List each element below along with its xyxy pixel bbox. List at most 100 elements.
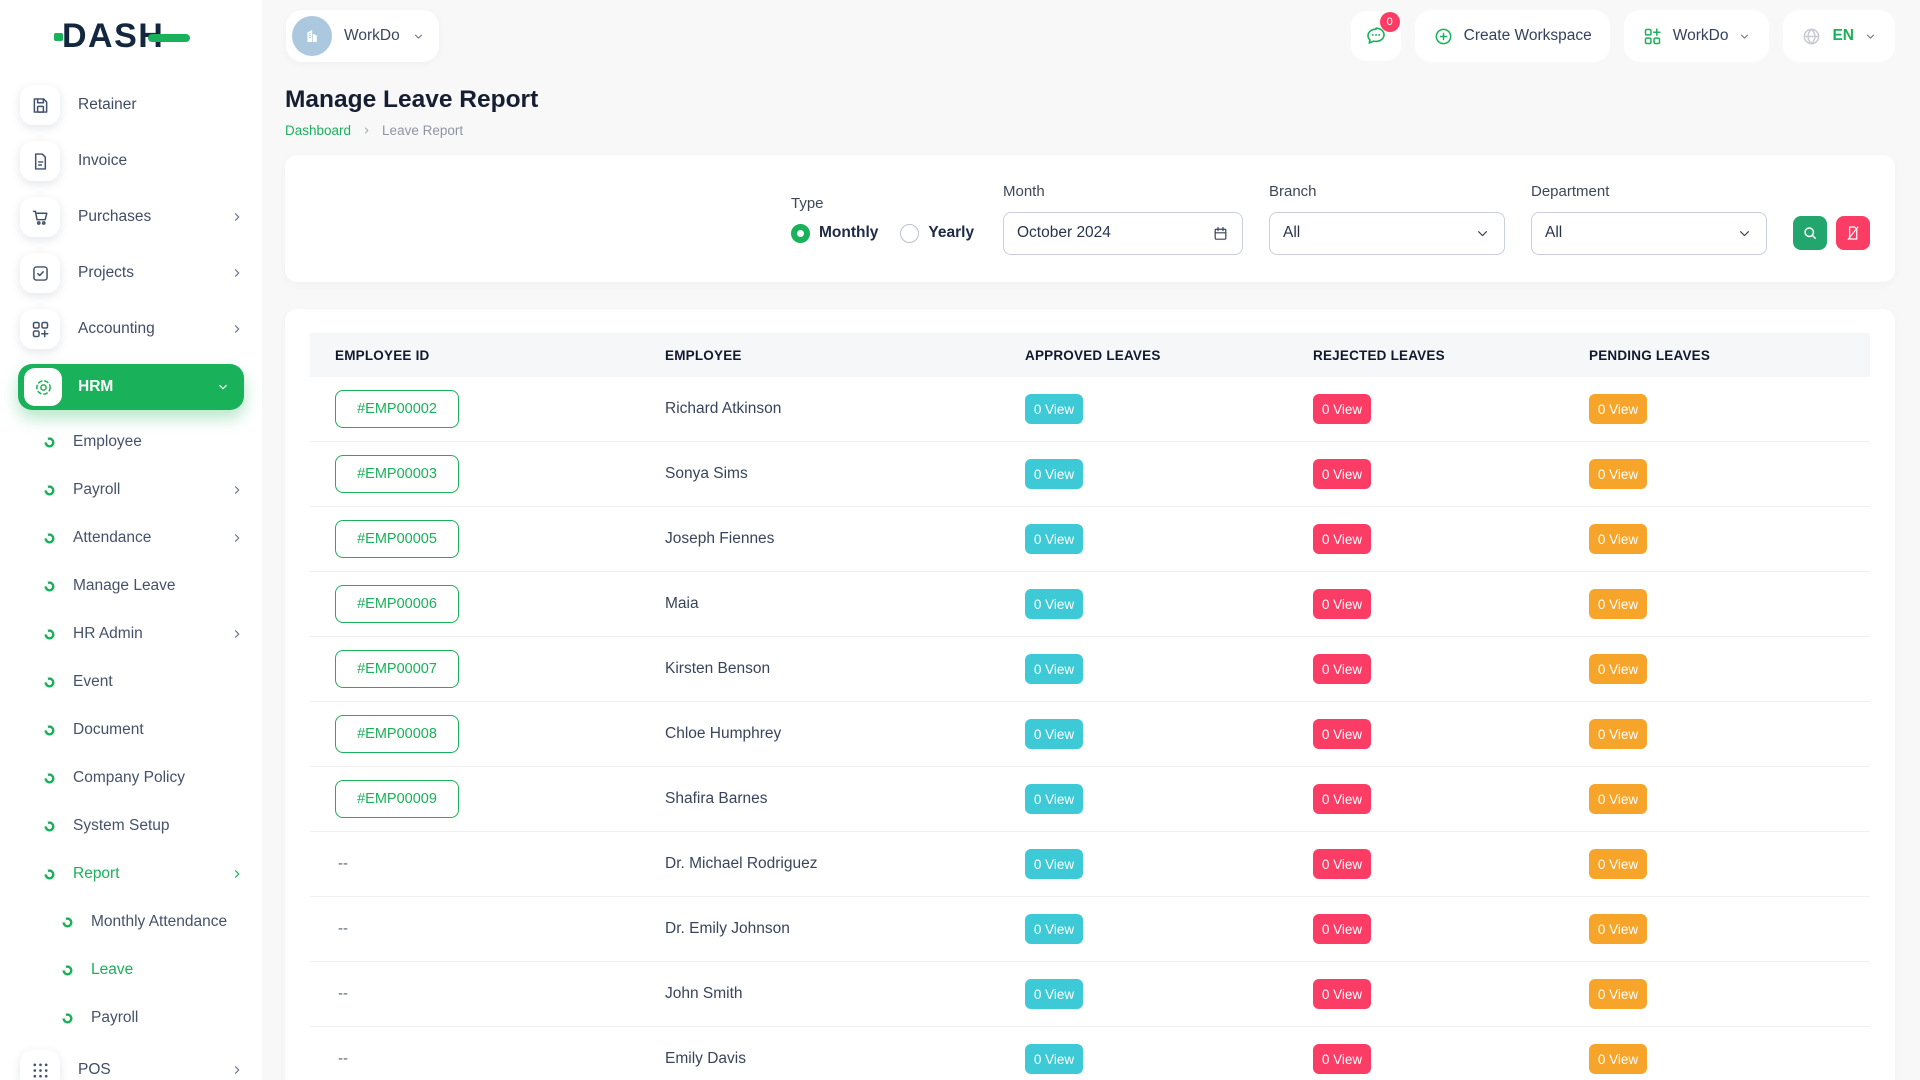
sidebar-item-label: POS xyxy=(78,1061,111,1079)
month-input[interactable]: October 2024 xyxy=(1003,212,1243,255)
pending-leaves-badge[interactable]: 0 View xyxy=(1589,589,1647,619)
sidebar-item-label: Payroll xyxy=(91,1009,138,1027)
pending-leaves-badge[interactable]: 0 View xyxy=(1589,914,1647,944)
department-select[interactable]: All xyxy=(1531,212,1767,255)
radio-yearly[interactable]: Yearly xyxy=(900,224,974,243)
approved-leaves-badge[interactable]: 0 View xyxy=(1025,914,1083,944)
sidebar-item-attendance[interactable]: Attendance xyxy=(18,514,244,562)
branch-select[interactable]: All xyxy=(1269,212,1505,255)
rejected-leaves-badge[interactable]: 0 View xyxy=(1313,979,1371,1009)
pending-leaves-badge[interactable]: 0 View xyxy=(1589,784,1647,814)
table-row: #EMP00008Chloe Humphrey0 View0 View0 Vie… xyxy=(310,702,1870,767)
employee-id-button[interactable]: #EMP00006 xyxy=(335,585,459,623)
sidebar-item-payroll[interactable]: Payroll xyxy=(18,466,244,514)
sidebar-item-purchases[interactable]: Purchases xyxy=(18,189,244,245)
employee-id-cell: -- xyxy=(335,920,665,938)
create-workspace-button[interactable]: Create Workspace xyxy=(1415,10,1610,62)
approved-leaves-badge[interactable]: 0 View xyxy=(1025,589,1083,619)
table-row: #EMP00006 Maia 0 View 0 View 0 View xyxy=(310,572,1870,637)
month-value: October 2024 xyxy=(1017,224,1111,242)
sidebar-item-monthly-attendance[interactable]: Monthly Attendance xyxy=(18,898,244,946)
employee-id-cell: -- xyxy=(335,985,665,1003)
approved-leaves-badge[interactable]: 0 View xyxy=(1025,459,1083,489)
employee-id-button[interactable]: #EMP00007 xyxy=(335,650,459,688)
bullet-icon xyxy=(43,772,56,785)
employee-name: Maia xyxy=(665,595,699,612)
language-switcher[interactable]: EN xyxy=(1783,10,1895,62)
pending-leaves-badge[interactable]: 0 View xyxy=(1589,1044,1647,1074)
sidebar-item-accounting[interactable]: Accounting xyxy=(18,301,244,357)
table-row: #EMP00002Richard Atkinson0 View0 View0 V… xyxy=(310,377,1870,442)
approved-leaves-cell: 0 View xyxy=(1025,784,1313,814)
sidebar-item-system-setup[interactable]: System Setup xyxy=(18,802,244,850)
sidebar-item-invoice[interactable]: Invoice xyxy=(18,133,244,189)
branch-value: All xyxy=(1283,224,1300,242)
breadcrumb: Dashboard Leave Report xyxy=(285,123,1895,138)
reset-button[interactable] xyxy=(1836,216,1870,250)
sidebar-item-label: Retainer xyxy=(78,96,137,114)
sidebar-item-report[interactable]: Report xyxy=(18,850,244,898)
approved-leaves-badge[interactable]: 0 View xyxy=(1025,979,1083,1009)
employee-id-button[interactable]: #EMP00009 xyxy=(335,780,459,818)
workspace-selector[interactable]: WorkDo xyxy=(286,10,439,62)
approved-leaves-cell: 0 View xyxy=(1025,654,1313,684)
rejected-leaves-badge[interactable]: 0 View xyxy=(1313,654,1371,684)
rejected-leaves-badge[interactable]: 0 View xyxy=(1313,719,1371,749)
employee-id-button[interactable]: #EMP00005 xyxy=(335,520,459,558)
sidebar-item-pos[interactable]: POS xyxy=(18,1042,244,1080)
bullet-icon xyxy=(61,916,74,929)
approved-leaves-badge[interactable]: 0 View xyxy=(1025,1044,1083,1074)
rejected-leaves-cell: 0 View xyxy=(1313,914,1589,944)
rejected-leaves-badge[interactable]: 0 View xyxy=(1313,914,1371,944)
sidebar-item-company-policy[interactable]: Company Policy xyxy=(18,754,244,802)
month-filter-group: Month October 2024 xyxy=(1003,183,1243,255)
pending-leaves-badge[interactable]: 0 View xyxy=(1589,654,1647,684)
approved-leaves-badge[interactable]: 0 View xyxy=(1025,719,1083,749)
sidebar-item-leave[interactable]: Leave xyxy=(18,946,244,994)
sidebar-item-manage-leave[interactable]: Manage Leave xyxy=(18,562,244,610)
pending-leaves-badge[interactable]: 0 View xyxy=(1589,719,1647,749)
approved-leaves-badge[interactable]: 0 View xyxy=(1025,524,1083,554)
workspace-switcher[interactable]: WorkDo xyxy=(1624,10,1770,62)
employee-id-button[interactable]: #EMP00008 xyxy=(335,715,459,753)
rejected-leaves-cell: 0 View xyxy=(1313,459,1589,489)
sidebar-item-document[interactable]: Document xyxy=(18,706,244,754)
breadcrumb-dashboard-link[interactable]: Dashboard xyxy=(285,123,351,138)
sidebar-item-payroll[interactable]: Payroll xyxy=(18,994,244,1042)
sidebar-item-employee[interactable]: Employee xyxy=(18,418,244,466)
sidebar-item-event[interactable]: Event xyxy=(18,658,244,706)
employee-name: Kirsten Benson xyxy=(665,660,770,677)
pending-leaves-badge[interactable]: 0 View xyxy=(1589,394,1647,424)
employee-id-button[interactable]: #EMP00003 xyxy=(335,455,459,493)
employee-id-button[interactable]: #EMP00002 xyxy=(335,390,459,428)
messages-button[interactable]: 0 xyxy=(1351,11,1401,61)
rejected-leaves-badge[interactable]: 0 View xyxy=(1313,459,1371,489)
employee-name-cell: Dr. Emily Johnson xyxy=(665,920,1025,938)
search-button[interactable] xyxy=(1793,216,1827,250)
radio-monthly[interactable]: Monthly xyxy=(791,224,878,243)
sidebar-item-retainer[interactable]: Retainer xyxy=(18,77,244,133)
radio-dot xyxy=(900,224,919,243)
pending-leaves-badge[interactable]: 0 View xyxy=(1589,979,1647,1009)
sidebar-item-hr-admin[interactable]: HR Admin xyxy=(18,610,244,658)
approved-leaves-badge[interactable]: 0 View xyxy=(1025,654,1083,684)
rejected-leaves-badge[interactable]: 0 View xyxy=(1313,589,1371,619)
logo-accent-dot xyxy=(54,33,63,41)
approved-leaves-badge[interactable]: 0 View xyxy=(1025,394,1083,424)
sidebar: DASH Retainer InvoicePurchasesProjectsAcc… xyxy=(0,0,262,1080)
approved-leaves-badge[interactable]: 0 View xyxy=(1025,784,1083,814)
rejected-leaves-badge[interactable]: 0 View xyxy=(1313,784,1371,814)
rejected-leaves-badge[interactable]: 0 View xyxy=(1313,524,1371,554)
employee-id-cell: #EMP00008 xyxy=(335,715,665,753)
app-logo[interactable]: DASH xyxy=(0,0,262,72)
pending-leaves-badge[interactable]: 0 View xyxy=(1589,524,1647,554)
sidebar-item-projects[interactable]: Projects xyxy=(18,245,244,301)
pending-leaves-badge[interactable]: 0 View xyxy=(1589,849,1647,879)
sidebar-item-label: HR Admin xyxy=(73,625,143,643)
rejected-leaves-badge[interactable]: 0 View xyxy=(1313,1044,1371,1074)
pending-leaves-badge[interactable]: 0 View xyxy=(1589,459,1647,489)
rejected-leaves-badge[interactable]: 0 View xyxy=(1313,394,1371,424)
approved-leaves-badge[interactable]: 0 View xyxy=(1025,849,1083,879)
rejected-leaves-badge[interactable]: 0 View xyxy=(1313,849,1371,879)
sidebar-item-hrm[interactable]: HRM xyxy=(18,364,244,410)
